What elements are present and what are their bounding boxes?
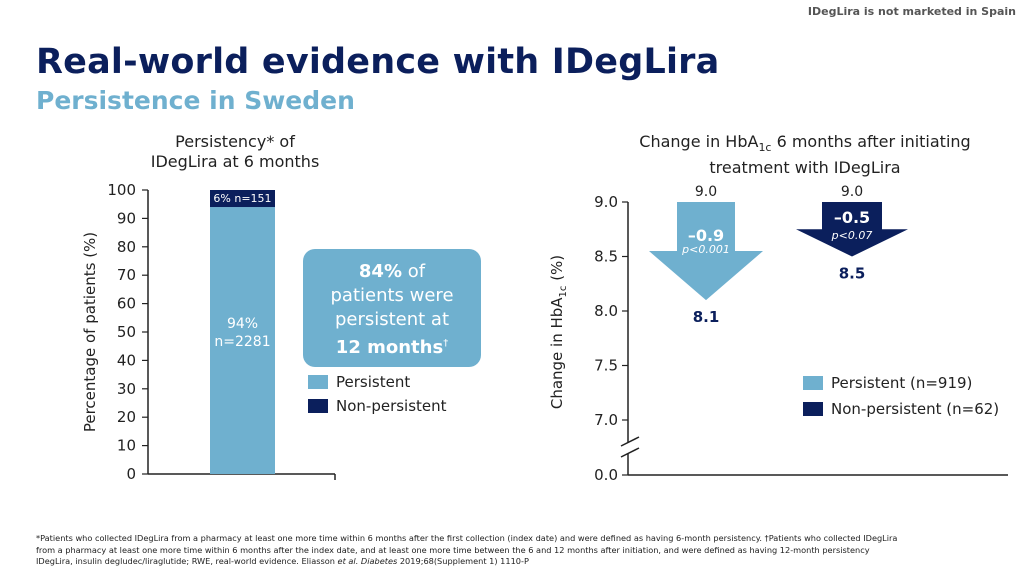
footnote-line1: *Patients who collected IDegLira from a …	[36, 533, 898, 543]
right-y-tick-label: 7.5	[594, 357, 618, 375]
callout-line3: persistent at	[334, 309, 450, 330]
callout-line2: patients were	[330, 285, 454, 306]
left-y-tick-label: 50	[117, 323, 136, 341]
right-y-tick-label: 9.0	[594, 193, 618, 211]
right-arrows: 9.0 8.1 –0.9p<0.001 9.0 8.5 –0.5 p<0.07	[649, 184, 908, 326]
callout-pct: 84%	[358, 261, 402, 282]
right-y-tick-label: 8.0	[594, 302, 618, 320]
persistent-swatch	[308, 375, 328, 389]
arrow-p-value-label: p<0.001	[681, 243, 730, 256]
persistence-callout: 84% of patients were persistent at 12 mo…	[303, 249, 481, 367]
right-chart-title: Change in HbA1c 6 months after initiatin…	[600, 132, 1010, 178]
callout-line4: 12 months	[335, 337, 444, 358]
hba1c-arrow	[796, 202, 908, 257]
left-chart-title-line1: Persistency* of	[175, 132, 295, 151]
right-axis: 7.0 7.5 8.0 8.5 9.0 0.0	[594, 193, 1008, 484]
arrow-p-value-label: p<0.07	[831, 229, 873, 242]
arrow-start-label: 9.0	[695, 184, 717, 200]
right-y-tick-label-zero: 0.0	[594, 466, 618, 484]
legend-item-non-persistent-n: Non-persistent (n=62)	[803, 400, 999, 418]
axis-break-mark-1	[620, 436, 640, 447]
left-y-tick-label: 80	[117, 238, 136, 256]
bar-persistent-pct-label: 94%	[227, 316, 258, 332]
left-legend: Persistent Non-persistent	[308, 373, 447, 415]
legend-item-persistent-n: Persistent (n=919)	[803, 374, 999, 392]
left-ylabel: Percentage of patients (%)	[81, 232, 99, 432]
left-y-tick-label: 70	[117, 266, 136, 284]
arrow-change-label: –0.9	[688, 226, 724, 245]
left-chart-title: Persistency* of IDegLira at 6 months	[115, 132, 355, 172]
left-y-tick-label: 40	[117, 351, 136, 369]
arrow-end-label: 8.1	[693, 308, 720, 326]
page-title: Real-world evidence with IDegLira	[36, 42, 720, 82]
left-y-tick-label: 30	[117, 380, 136, 398]
footnote-line2: from a pharmacy at least one more time w…	[36, 544, 870, 555]
non-persistent-swatch	[308, 399, 328, 413]
bar-non-persistent-label: 6% n=151	[213, 192, 271, 205]
page-subtitle: Persistence in Sweden	[36, 86, 355, 115]
hba1c-arrow	[649, 202, 763, 301]
left-y-tick-label: 100	[107, 181, 136, 199]
left-y-tick-label: 20	[117, 408, 136, 426]
left-y-tick-label: 10	[117, 437, 136, 455]
bar-non-persistent	[210, 190, 275, 208]
axis-break-mark-2	[620, 447, 640, 458]
right-chart-title-line2: treatment with IDegLira	[709, 158, 901, 178]
left-y-tick-label: 60	[117, 295, 136, 313]
right-y-tick-label: 7.0	[594, 411, 618, 429]
arrow-end-label: 8.5	[839, 265, 866, 283]
left-axis: 0 10 20 30 40 50 60 70 80 90 100	[107, 181, 336, 483]
left-y-tick-label: 90	[117, 209, 136, 227]
left-chart-title-line2: IDegLira at 6 months	[150, 152, 320, 171]
legend-item-persistent: Persistent	[308, 373, 447, 391]
non-persistent-n-swatch	[803, 402, 823, 416]
right-chart-title-line1: Change in HbA1c 6 months after initiatin…	[639, 132, 971, 155]
left-y-tick-label: 0	[126, 465, 136, 483]
disclaimer: IDegLira is not marketed in Spain	[807, 5, 1016, 18]
footnote: *Patients who collected IDegLira from a …	[36, 533, 996, 568]
bar-persistent	[210, 207, 275, 475]
right-y-tick-label: 8.5	[594, 248, 618, 266]
legend-item-non-persistent: Non-persistent	[308, 397, 447, 415]
right-ylabel: Change in HbA1c (%)	[548, 255, 569, 409]
arrow-start-label: 9.0	[841, 184, 863, 200]
persistent-n-swatch	[803, 376, 823, 390]
bar-persistent-n-label: n=2281	[214, 334, 270, 350]
left-bars: 6% n=151 94% n=2281	[210, 190, 275, 475]
right-legend: Persistent (n=919) Non-persistent (n=62)	[803, 374, 999, 418]
arrow-change-label: –0.5	[834, 208, 870, 227]
footnote-line3: IDegLira, insulin degludec/liraglutide; …	[36, 556, 529, 566]
